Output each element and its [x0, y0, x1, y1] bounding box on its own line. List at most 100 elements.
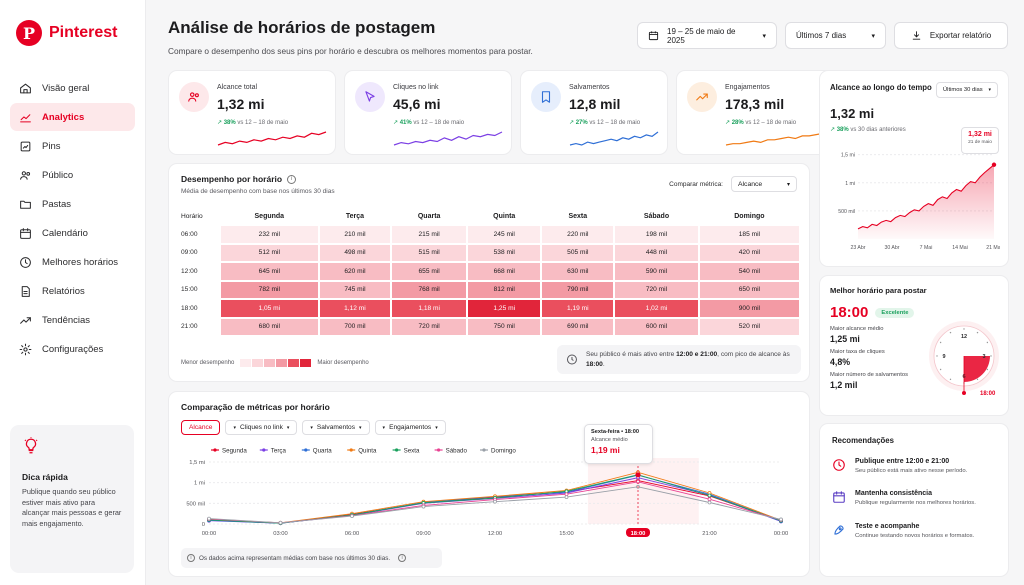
kpi-card[interactable]: Alcance total 1,32 mi ↗ 38% vs 12 – 18 de …: [168, 70, 336, 155]
legend-item[interactable]: Quinta: [347, 448, 377, 455]
heatmap-cell[interactable]: 540 mil: [699, 263, 799, 280]
heatmap-cell[interactable]: 600 mil: [615, 318, 698, 335]
reach-period-select[interactable]: Últimos 30 dias ▾: [936, 82, 998, 98]
highlight-x-badge: [626, 528, 650, 537]
heatmap-cell[interactable]: 210 mil: [319, 226, 391, 243]
clock-icon: [833, 459, 845, 471]
kpi-card[interactable]: Engajamentos 178,3 mil ↗ 28% vs 12 – 18 de…: [676, 70, 840, 155]
heatmap-cell[interactable]: 520 mil: [699, 318, 799, 335]
x-tick-label: 12:00: [488, 531, 503, 537]
heatmap-cell[interactable]: 505 mil: [542, 244, 614, 261]
heatmap-cell[interactable]: 690 mil: [542, 318, 614, 335]
legend-item[interactable]: Segunda: [211, 448, 247, 455]
sidebar-item-folder[interactable]: Pastas: [10, 190, 135, 218]
heatmap-cell[interactable]: 1,12 mi: [319, 300, 391, 317]
heatmap-cell[interactable]: 620 mil: [319, 263, 391, 280]
reach-change: 38%: [836, 127, 849, 133]
heatmap-cell[interactable]: 245 mil: [468, 226, 541, 243]
heatmap-cell[interactable]: 745 mil: [319, 281, 391, 298]
heatmap-cell[interactable]: 782 mil: [221, 281, 318, 298]
heatmap-cell[interactable]: 900 mil: [699, 300, 799, 317]
legend-item[interactable]: Sexta: [392, 448, 420, 455]
heatmap-cell[interactable]: 700 mil: [319, 318, 391, 335]
comparison-line-chart: Segunda Terça Quarta Quinta Sexta Sábado Domin…: [186, 448, 788, 537]
heatmap-cell[interactable]: 668 mil: [468, 263, 541, 280]
metric-tab[interactable]: ▾ Cliques no link ▾: [225, 420, 298, 435]
heatmap-cell[interactable]: 215 mil: [392, 226, 467, 243]
recommendation-item[interactable]: Teste e acompanhe Continue testando novos…: [832, 523, 974, 539]
heatmap-cell[interactable]: 590 mil: [615, 263, 698, 280]
heatmap-cell[interactable]: 790 mil: [542, 281, 614, 298]
pinterest-logo-icon: P: [16, 20, 42, 46]
legend-item[interactable]: Sábado: [434, 448, 468, 455]
recommendation-item[interactable]: Mantenha consistência Publique regularmen…: [832, 490, 976, 506]
sidebar-item-audience[interactable]: Público: [10, 161, 135, 189]
heatmap-cell[interactable]: 498 mil: [319, 244, 391, 261]
heatmap-cell[interactable]: 1,25 mi: [468, 300, 541, 317]
heatmap-cell[interactable]: 512 mil: [221, 244, 318, 261]
sidebar-item-pin[interactable]: Pins: [10, 132, 135, 160]
x-tick-label: 09:00: [416, 531, 431, 537]
sidebar: P Pinterest Visão geral Analytics Pins Públ…: [0, 0, 146, 585]
heatmap-cell[interactable]: 645 mil: [221, 263, 318, 280]
sidebar-item-home[interactable]: Visão geral: [10, 74, 135, 102]
heatmap-cell[interactable]: 630 mil: [542, 263, 614, 280]
heatmap-cell[interactable]: 680 mil: [221, 318, 318, 335]
heatmap-cell[interactable]: 655 mil: [392, 263, 467, 280]
heatmap-cell[interactable]: 1,02 mi: [615, 300, 698, 317]
info-icon[interactable]: i: [398, 554, 407, 562]
heatmap-cell[interactable]: 220 mil: [542, 226, 614, 243]
heatmap-cell[interactable]: 750 mil: [468, 318, 541, 335]
heatmap-cell[interactable]: 420 mil: [699, 244, 799, 261]
legend-label: Quinta: [358, 448, 377, 455]
heatmap-cell[interactable]: 650 mil: [699, 281, 799, 298]
legend-label: Sexta: [404, 448, 420, 455]
kpi-card[interactable]: Salvamentos 12,8 mil ↗ 27% vs 12 – 18 de m…: [520, 70, 668, 155]
heatmap-cell[interactable]: 185 mil: [699, 226, 799, 243]
legend-swatch: [240, 359, 252, 367]
sidebar-item-clock[interactable]: Melhores horários: [10, 248, 135, 276]
legend-item[interactable]: Terça: [259, 448, 287, 455]
heatmap-cell[interactable]: 1,18 mi: [392, 300, 467, 317]
metric-select[interactable]: Alcance ▾: [731, 176, 797, 192]
sidebar-item-analytics[interactable]: Analytics: [10, 103, 135, 131]
heatmap-cell[interactable]: 448 mil: [615, 244, 698, 261]
sidebar-nav: Visão geral Analytics Pins Público Pastas Cal…: [10, 74, 135, 363]
sidebar-item-calendar[interactable]: Calendário: [10, 219, 135, 247]
heatmap-cell[interactable]: 812 mil: [468, 281, 541, 298]
heatmap-corner-header: Horário: [181, 212, 203, 220]
heatmap-cell[interactable]: 232 mil: [221, 226, 318, 243]
brand[interactable]: P Pinterest: [16, 20, 135, 46]
best-time-value: 18:00: [830, 304, 869, 321]
sparkline-path: [217, 131, 327, 146]
stat-value: 1,2 mil: [830, 380, 858, 390]
metric-tab[interactable]: ▾ Salvamentos ▾: [302, 420, 370, 435]
heatmap-cell[interactable]: 538 mil: [468, 244, 541, 261]
highlight-point: [635, 472, 641, 478]
sidebar-item-gear[interactable]: Configurações: [10, 335, 135, 363]
kpi-sparkline: [569, 131, 659, 146]
heatmap-cell[interactable]: 515 mil: [392, 244, 467, 261]
heatmap-cell[interactable]: 768 mil: [392, 281, 467, 298]
heatmap-cell[interactable]: 720 mil: [615, 281, 698, 298]
heatmap-cell[interactable]: 1,05 mi: [221, 300, 318, 317]
kpi-card[interactable]: Cliques no link 45,6 mi ↗ 41% vs 12 – 18 d…: [344, 70, 512, 155]
sidebar-item-trend[interactable]: Tendências: [10, 306, 135, 334]
metric-tab[interactable]: ▾ Engajamentos ▾: [374, 420, 446, 435]
info-icon[interactable]: i: [287, 174, 297, 184]
date-range-picker[interactable]: 19 – 25 de maio de 2025 ▾: [637, 22, 777, 49]
reach-title: Alcance ao longo do tempo: [830, 83, 932, 92]
recommendation-item[interactable]: Publique entre 12:00 e 21:00 Seu público …: [832, 458, 967, 474]
legend-item[interactable]: Quarta: [301, 448, 332, 455]
heatmap-cell[interactable]: 1,19 mi: [542, 300, 614, 317]
kpi-value: 12,8 mil: [569, 96, 621, 112]
heatmap-cell[interactable]: 720 mil: [392, 318, 467, 335]
sidebar-item-report[interactable]: Relatórios: [10, 277, 135, 305]
heatmap-day-header: Quinta: [493, 212, 516, 220]
period-select[interactable]: Últimos 7 dias ▾: [785, 22, 886, 49]
footnote-text: Os dados acima representam médias com ba…: [199, 554, 391, 562]
export-report-button[interactable]: Exportar relatório: [894, 22, 1008, 49]
metric-tab[interactable]: Alcance: [181, 420, 221, 435]
heatmap-cell[interactable]: 198 mil: [615, 226, 698, 243]
legend-item[interactable]: Domingo: [480, 448, 516, 455]
